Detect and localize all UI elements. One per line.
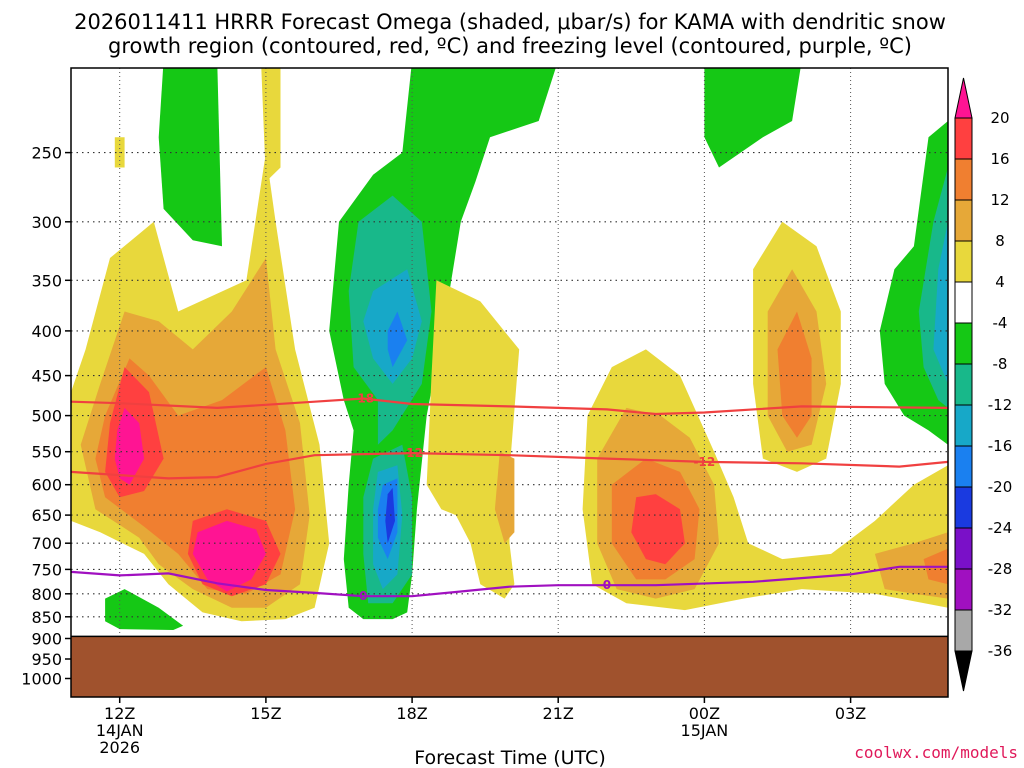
y-tick-label: 700 [31,534,62,553]
colorbar-label: -16 [988,437,1013,455]
colorbar-label: -12 [988,396,1013,414]
x-tick-date: 14JAN [96,721,144,740]
colorbar-label: 4 [995,273,1005,291]
x-tick-label: 18Z [396,704,427,723]
x-tick-date: 15JAN [681,721,729,740]
colorbar-swatch [954,445,973,488]
y-tick-label: 750 [31,560,62,579]
y-axis: 250 300 350 400 450 500 550 600 650 700 750 800 850 9… [21,144,71,689]
x-tick-year: 2026 [99,738,140,757]
colorbar-swatch [954,281,973,324]
omega-shading [71,68,948,630]
contour-label-dgz-minus12: -12 [694,455,716,469]
y-tick-label: 550 [31,443,62,462]
omega-fill-d4-d [105,589,184,630]
omega-fill-u20-b [192,520,266,592]
credit-text: coolwx.com/models [854,743,1018,762]
contour-lines: -18 -12 -12 0 0 [71,392,948,603]
colorbar-swatch [954,199,973,242]
colorbar-swatch [954,609,973,652]
y-tick-label: 650 [31,506,62,525]
x-tick-label: 00Z [689,704,720,723]
grid-lines [71,68,948,697]
colorbar: 20 16 12 8 4 -4 -8 -12 -16 -20 -24 -28 -32 -36 [954,77,1013,692]
y-tick-label: 850 [31,608,62,627]
contour-label-dgz-minus12: -12 [401,446,423,460]
colorbar-swatch [954,527,973,570]
x-axis-title: Forecast Time (UTC) [414,747,605,768]
omega-fill-d4-b [158,68,222,247]
x-tick-label: 21Z [543,704,574,723]
colorbar-label: -20 [988,478,1013,496]
chart-title-line2: growth region (contoured, red, ºC) and f… [108,34,912,58]
colorbar-swatch [954,363,973,406]
colorbar-swatch [954,404,973,447]
y-tick-label: 950 [31,650,62,669]
colorbar-label: -32 [988,601,1013,619]
y-tick-label: 900 [31,630,62,649]
colorbar-swatch [954,486,973,529]
ground-fill [71,636,948,697]
omega-fill-u8-b [494,451,515,544]
y-tick-label: 1000 [21,670,62,689]
colorbar-label: -4 [993,314,1008,332]
plot-frame [70,67,949,698]
colorbar-top-arrow [954,77,973,119]
omega-fill-d16-a [387,311,408,368]
y-tick-label: 500 [31,407,62,426]
colorbar-label: -28 [988,560,1013,578]
omega-fill-d12-e [933,221,948,384]
y-tick-label: 450 [31,367,62,386]
colorbar-label: 16 [990,150,1009,168]
contour-label-freezing-0: 0 [603,578,611,592]
colorbar-label: -8 [993,355,1008,373]
y-tick-label: 250 [31,144,62,163]
omega-fill-u20-a [114,407,145,485]
contour-dgz-minus18 [71,397,948,416]
colorbar-label: -36 [988,642,1013,660]
y-tick-label: 600 [31,476,62,495]
colorbar-label: -24 [988,519,1013,537]
y-tick-label: 300 [31,213,62,232]
colorbar-bottom-arrow [954,650,973,692]
omega-fill-u8-e [874,532,948,599]
omega-fill-u4-b [426,280,520,599]
colorbar-swatch [954,568,973,611]
colorbar-swatch [954,117,973,160]
plot-area: -18 -12 -12 0 0 [71,68,948,697]
x-tick-label: 15Z [250,704,281,723]
omega-fill-u16-c [631,494,685,565]
colorbar-swatch [954,240,973,283]
x-tick-label: 03Z [835,704,866,723]
colorbar-label: 20 [990,109,1009,127]
y-tick-label: 800 [31,585,62,604]
colorbar-label: 8 [995,232,1005,250]
contour-dgz-minus12 [71,451,948,480]
y-tick-label: 400 [31,322,62,341]
contour-freezing-0 [71,565,948,598]
chart-title-line1: 2026011411 HRRR Forecast Omega (shaded, … [74,10,946,34]
contour-label-dgz-minus18: -18 [352,392,374,406]
y-tick-label: 350 [31,271,62,290]
x-tick-label: 12Z [104,704,135,723]
colorbar-swatch [954,322,973,365]
omega-fill-d4-c [704,68,801,168]
contour-label-freezing-0: 0 [359,589,367,603]
colorbar-label: 12 [990,191,1009,209]
colorbar-swatch [954,158,973,201]
